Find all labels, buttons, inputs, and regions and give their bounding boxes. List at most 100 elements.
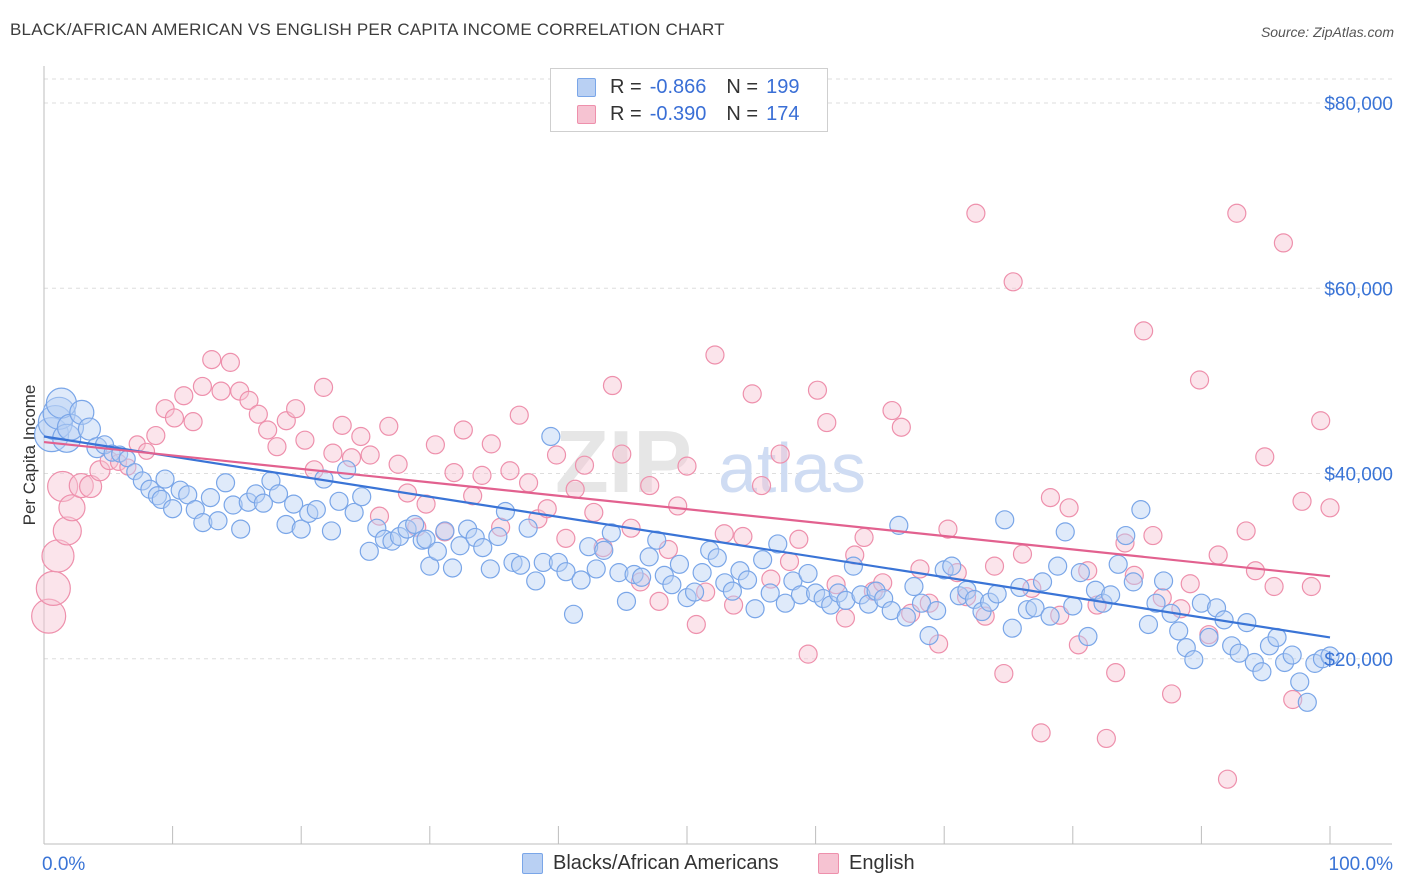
black-point xyxy=(616,591,637,611)
legend-r-label: R = xyxy=(610,75,642,98)
black-point xyxy=(594,540,614,560)
english-point xyxy=(984,556,1005,576)
legend-item-black[interactable]: Blacks/African Americans xyxy=(522,852,779,875)
y-tick-label: $20,000 xyxy=(1324,650,1393,671)
legend-r-label: R = xyxy=(610,102,642,125)
black-point xyxy=(231,519,251,539)
english-point xyxy=(882,400,902,421)
english-point xyxy=(35,570,71,606)
trend-line-black xyxy=(43,435,1331,639)
english-point xyxy=(41,539,75,573)
legend-item-english[interactable]: English xyxy=(818,852,915,875)
legend-r-value: -0.866 xyxy=(649,75,707,98)
english-point xyxy=(668,496,688,516)
black-point xyxy=(1040,606,1060,626)
english-point xyxy=(1273,233,1294,253)
english-point xyxy=(649,591,669,611)
black-point xyxy=(874,588,894,609)
y-tick-labels: $20,000 $40,000 $60,000 $80,000 xyxy=(1324,94,1393,671)
black-point xyxy=(1199,627,1219,648)
black-point xyxy=(291,519,311,539)
black-point xyxy=(571,570,591,590)
legend-label-english: English xyxy=(849,852,915,874)
black-point xyxy=(1025,598,1045,618)
english-point xyxy=(183,412,203,432)
english-point xyxy=(68,472,94,499)
black-point xyxy=(336,460,357,480)
black-point xyxy=(329,491,349,511)
black-point xyxy=(223,495,243,515)
english-point xyxy=(1301,576,1321,597)
english-point xyxy=(332,415,352,435)
english-point xyxy=(1255,447,1275,467)
legend-r-value: -0.390 xyxy=(649,102,707,125)
english-point xyxy=(192,376,213,397)
black-point xyxy=(1131,500,1151,520)
black-point xyxy=(836,590,856,611)
black-points xyxy=(33,387,1340,712)
english-point xyxy=(686,614,706,635)
english-point xyxy=(444,462,464,483)
black-point xyxy=(1275,652,1295,673)
y-tick-label: $60,000 xyxy=(1324,279,1393,300)
english-point xyxy=(146,425,166,446)
black-point xyxy=(813,588,833,609)
black-point xyxy=(684,582,705,602)
english-point xyxy=(1264,576,1284,597)
watermark: ZIP atlas xyxy=(555,412,866,511)
chart-title: BLACK/AFRICAN AMERICAN VS ENGLISH PER CA… xyxy=(10,20,725,39)
black-point xyxy=(1048,556,1068,576)
black-point xyxy=(866,581,886,601)
black-point xyxy=(1282,645,1302,665)
black-point xyxy=(42,396,76,430)
black-point xyxy=(1191,593,1212,613)
black-point xyxy=(495,501,516,522)
english-point xyxy=(956,587,977,607)
english-point xyxy=(351,426,371,447)
english-point xyxy=(640,475,660,496)
y-tick-label: $80,000 xyxy=(1324,94,1393,115)
black-point xyxy=(155,469,175,489)
english-point xyxy=(817,412,837,433)
english-point xyxy=(556,528,576,548)
english-point xyxy=(388,454,408,474)
black-point xyxy=(208,511,228,531)
black-point xyxy=(352,487,372,507)
black-point xyxy=(473,538,493,558)
english-point xyxy=(211,381,231,401)
english-point xyxy=(248,404,268,424)
english-point xyxy=(481,434,501,454)
english-point xyxy=(835,608,856,628)
english-point xyxy=(1124,565,1144,586)
black-point xyxy=(896,607,916,627)
english-point xyxy=(584,502,604,523)
black-point xyxy=(510,555,531,575)
english-point xyxy=(267,437,287,457)
black-point xyxy=(1070,563,1090,583)
legend-swatch-english xyxy=(577,104,596,124)
english-point xyxy=(239,390,259,410)
black-point xyxy=(284,494,304,514)
english-point xyxy=(751,475,772,496)
legend-n-label: N = xyxy=(726,75,759,98)
black-point xyxy=(662,575,682,595)
black-point xyxy=(563,604,584,624)
english-point xyxy=(854,527,874,548)
black-point xyxy=(927,600,947,621)
legend-label-black: Blacks/African Americans xyxy=(553,852,779,874)
black-point xyxy=(586,559,606,579)
english-point xyxy=(807,380,828,400)
english-point xyxy=(1236,521,1256,541)
black-point xyxy=(374,529,395,549)
black-point xyxy=(1297,692,1317,712)
english-point xyxy=(220,352,240,372)
black-point xyxy=(1146,593,1166,613)
english-point xyxy=(696,582,716,602)
x-tick-label: 0.0% xyxy=(42,854,85,875)
axes xyxy=(43,66,1392,845)
black-point xyxy=(1229,643,1249,663)
black-point xyxy=(987,584,1007,604)
english-point xyxy=(1078,561,1098,581)
black-point xyxy=(632,567,652,587)
english-point xyxy=(164,408,185,428)
